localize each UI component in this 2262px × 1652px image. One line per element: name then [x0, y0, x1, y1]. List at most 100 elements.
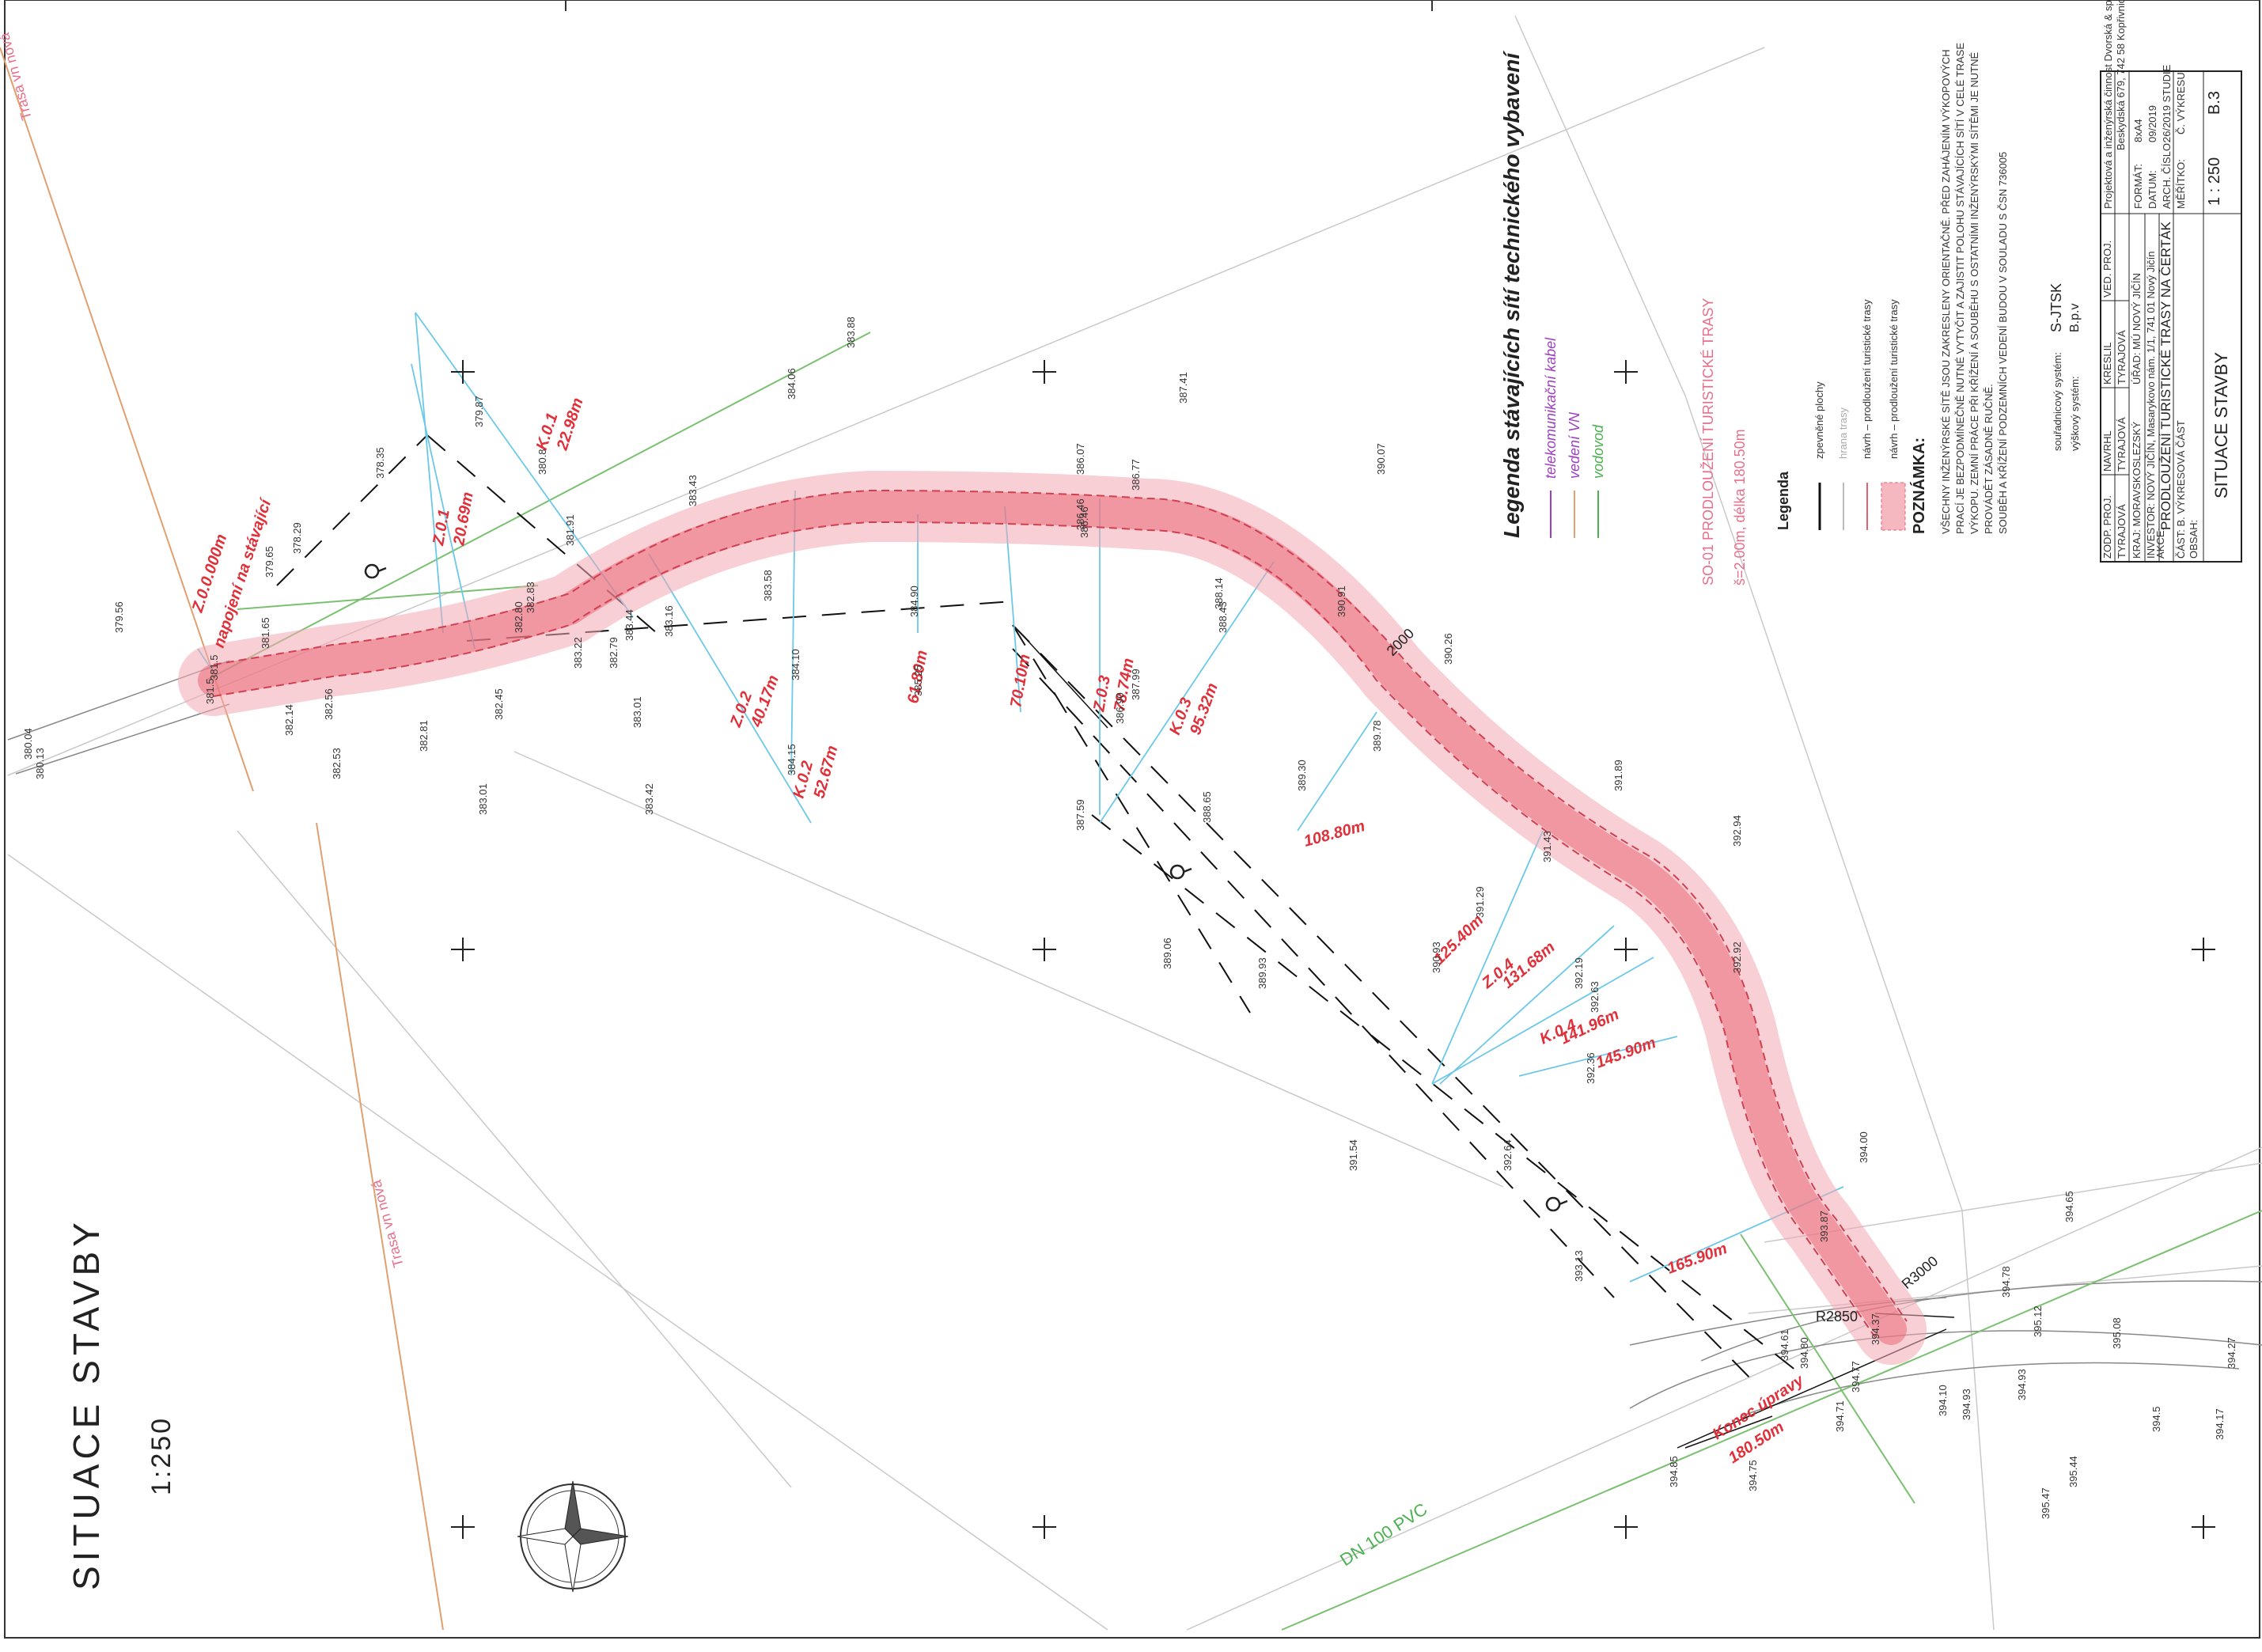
spot-height: 388.14 — [1213, 578, 1225, 609]
role-4: VED. PROJ. — [2101, 241, 2113, 297]
coord-system-value: S-JTSK — [2048, 283, 2064, 332]
spot-height: 383.42 — [643, 783, 655, 815]
spot-height: 386.77 — [1130, 459, 1142, 491]
spot-height: 394.65 — [2063, 1191, 2075, 1222]
role-1: ZODP. PROJ. — [2101, 495, 2113, 559]
project-name: PRODLOUŽENÍ TURISTICKÉ TRASY NA ČERTÁK — [2158, 222, 2173, 530]
sheet-border — [4, 0, 2260, 1639]
legend-item-proposal-line: návrh – prodloužení turistické trasy — [1861, 299, 1873, 459]
spot-height: 394.77 — [1850, 1361, 1862, 1392]
role-1-name: TYRAJOVÁ — [2116, 504, 2127, 559]
spot-height: 383.44 — [623, 609, 635, 641]
symbol-legend: Legenda zpevněné plochy hrana trasy návr… — [1775, 299, 1906, 531]
coord-system-label: souřadnicový systém: — [2052, 352, 2063, 451]
spot-height: 385.25 — [912, 665, 924, 696]
note-line-5: SOUBĚH A KŘÍŽENÍ PODZEMNÍCH VEDENÍ BUDOU… — [1997, 152, 2009, 534]
spot-height: 389.06 — [1161, 938, 1173, 969]
spot-height: 394.75 — [1747, 1460, 1759, 1491]
company-address: Beskydská 679, 742 58 Kopřivnice — [2115, 0, 2127, 150]
role-2: NAVRHL — [2101, 430, 2113, 472]
spot-height: 394.37 — [1870, 1313, 1881, 1345]
spot-height: 386.07 — [1074, 443, 1086, 475]
spot-height: 394.10 — [1937, 1385, 1949, 1416]
spot-height: 383.01 — [631, 696, 643, 728]
spot-height: 383.43 — [687, 475, 699, 506]
spot-height: 392.94 — [1731, 815, 1743, 847]
legend-item-edge: hrana trasy — [1837, 407, 1849, 459]
vn-route-label-2: Trasa vn nová — [368, 1177, 407, 1269]
water-main-label: DN 100 PVC — [1336, 1499, 1430, 1571]
scale-value: 1 : 250 — [2206, 157, 2223, 206]
format-label: FORMÁT: — [2132, 164, 2144, 209]
trail-edge-left — [213, 521, 1876, 1338]
note-line-2: PRACÍ JE BEZPODMÍNEČNĚ NUTNÉ VYTYČIT A Z… — [1954, 43, 1966, 534]
spot-height: 382.81 — [418, 720, 430, 752]
utility-legend-water: vodovod — [1590, 424, 1606, 479]
spot-height: 386.46 — [1078, 506, 1090, 538]
spot-height: 382.53 — [331, 748, 343, 779]
spot-height: 392.36 — [1585, 1052, 1597, 1084]
spot-height: 382.45 — [493, 688, 505, 720]
spot-height: 388.65 — [1201, 791, 1213, 823]
spot-height: 389.30 — [1296, 760, 1308, 791]
spot-height: 389.93 — [1256, 957, 1268, 989]
content-label: OBSAH: — [2188, 520, 2199, 559]
role-3-name: TYRAJOVÁ — [2116, 330, 2127, 385]
spot-height: 394.61 — [1779, 1329, 1790, 1361]
utility-legend-vn: vedení VN — [1567, 411, 1582, 479]
spot-height: 381.5 — [208, 654, 220, 680]
drawing-title: SITUACE STAVBY — [66, 1218, 107, 1590]
route-note-line1: SO-01 PRODLOUŽENÍ TURISTICKÉ TRASY — [1700, 298, 1716, 585]
spot-height: 382.83 — [525, 582, 536, 613]
legend-item-paved: zpevněné plochy — [1813, 381, 1825, 459]
project-label: AKCE: — [2154, 528, 2166, 559]
spot-height: 384.06 — [786, 368, 798, 400]
title-block: ZODP. PROJ. TYRAJOVÁ NAVRHL TYRAJOVÁ KRE… — [2100, 0, 2242, 563]
spot-height: 387.41 — [1177, 372, 1189, 404]
role-3: KRESLIL — [2101, 343, 2113, 385]
spot-height: 382.14 — [283, 704, 295, 736]
spot-height: 394.27 — [2226, 1337, 2237, 1369]
spot-height: 394.00 — [1858, 1131, 1870, 1163]
angle-symbols — [364, 563, 1568, 1212]
spot-height: 383.58 — [762, 570, 774, 601]
spot-height: 394.71 — [1834, 1400, 1846, 1432]
format-value: 8xA4 — [2132, 119, 2144, 142]
office: ÚŘAD: MÚ NOVÝ JIČÍN — [2131, 273, 2143, 385]
spot-height: 378.35 — [374, 447, 386, 479]
spot-height: 388.43 — [1217, 601, 1229, 633]
spot-height: 395.08 — [2111, 1317, 2123, 1349]
date-label: DATUM: — [2146, 170, 2158, 209]
curve-label: 52.67m — [811, 744, 842, 800]
spot-height: 379.56 — [113, 601, 125, 633]
spot-height: 387.59 — [1074, 799, 1086, 831]
utility-legend-heading: Legenda stávajících sítí technického vyb… — [1499, 51, 1524, 538]
spot-height: 390.07 — [1375, 443, 1387, 475]
spot-height: 390.91 — [1336, 585, 1347, 617]
spot-height: 380.13 — [34, 748, 46, 779]
radius-label-2: R2850 — [1816, 1309, 1858, 1324]
date-value: 09/2019 — [2146, 105, 2158, 142]
spot-height: 391.89 — [1612, 760, 1624, 791]
arch-label: ARCH. ČÍSLO: — [2161, 140, 2173, 209]
height-system-value: B.p.v — [2068, 304, 2082, 332]
stakeout-dashed-lines — [276, 434, 1805, 1385]
spot-height: 383.01 — [477, 783, 489, 815]
role-2-name: TYRAJOVÁ — [2116, 417, 2127, 472]
content-title: SITUACE STAVBY — [2211, 352, 2231, 498]
proposed-trail — [198, 491, 1907, 1345]
drawing-number: B.3 — [2206, 91, 2223, 115]
spot-height: 395.12 — [2032, 1305, 2044, 1337]
spot-height: 392.19 — [1573, 957, 1585, 989]
spot-height: 395.47 — [2040, 1487, 2052, 1519]
drawing-number-label: Č. VÝKRESU: — [2175, 70, 2187, 135]
spot-height: 394.5 — [2150, 1406, 2162, 1432]
utility-legend-telecom: telekomunikační kabel — [1543, 337, 1559, 479]
spot-height: 392.92 — [1731, 942, 1743, 973]
note-line-4: PROVÁDĚT ZÁSADNĚ RUČNĚ. — [1983, 384, 1995, 534]
arch-value: 26/2019 STUDIE — [2161, 64, 2173, 142]
route-note-line2: š=2.00m, délka 180.50m — [1732, 429, 1748, 585]
spot-height: 382.80 — [513, 601, 525, 633]
note-line-3: VÝKOPU. ZEMNÍ PRÁCE PŘI KŘÍŽENÍ A SOUBĚH… — [1968, 52, 1980, 534]
spot-height: 393.87 — [1818, 1211, 1830, 1242]
